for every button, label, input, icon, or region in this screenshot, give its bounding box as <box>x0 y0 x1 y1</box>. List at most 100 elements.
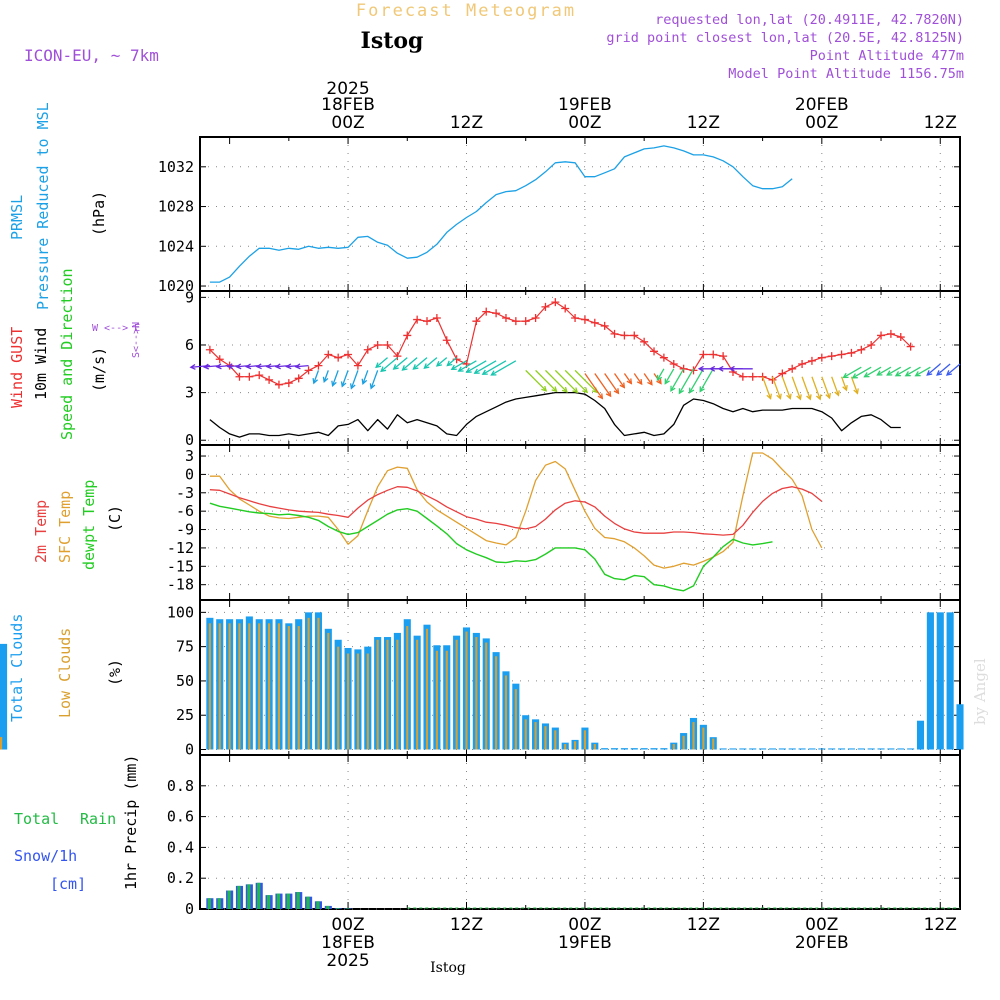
panel-frame <box>199 599 961 756</box>
low-cloud-bar <box>366 653 369 750</box>
wind-arrow-head <box>481 369 488 375</box>
wind-arrow-head <box>446 360 453 367</box>
bottom-time-label: 00Z <box>568 915 601 935</box>
wind-arrow-head <box>274 363 281 370</box>
wind-direction-arrow <box>850 376 859 394</box>
wind-direction-arrow <box>689 368 704 393</box>
wind-direction-arrow <box>350 370 359 389</box>
t2m-line <box>209 486 823 536</box>
gust-marker <box>383 340 392 349</box>
gust-marker <box>630 331 639 340</box>
total-cloud-bar <box>798 748 806 750</box>
rain-bar <box>227 890 231 909</box>
low-cloud-bar <box>307 617 310 750</box>
wind-direction-arrow <box>574 369 598 393</box>
temp-unit-label: (C) <box>106 505 124 532</box>
wind-arrow-head <box>796 394 802 401</box>
cloud-labels: Total Clouds Low Clouds (%) <box>8 614 124 722</box>
wind-arrow-head <box>605 391 612 398</box>
wind-arrow-head <box>619 382 626 389</box>
gust-marker <box>877 331 886 340</box>
wind-arrow-head <box>294 363 301 370</box>
total-cloud-bar <box>768 748 777 750</box>
wind-arrow-head <box>806 394 812 401</box>
total-cloud-bar <box>808 748 816 750</box>
wind-arrow-head <box>626 378 633 385</box>
wind-arrow-head <box>375 362 382 369</box>
gust-marker <box>235 372 244 381</box>
y-tick-label: 0.2 <box>167 869 194 887</box>
pressure-labels: PRMSL Pressure Reduced to MSL (hPa) <box>8 102 108 310</box>
low-cloud-bar <box>554 730 557 750</box>
wind-direction-arrow <box>402 357 418 371</box>
wind-direction-arrow <box>791 376 802 400</box>
gust-marker <box>837 350 846 359</box>
gust-marker <box>363 345 372 354</box>
gust-marker <box>571 313 580 322</box>
y-tick-label: 0.6 <box>167 808 194 826</box>
wind-direction-arrow <box>451 360 467 370</box>
wind-arrow-head <box>551 386 558 393</box>
y-tick-label: -3 <box>176 484 194 502</box>
total-cloud-bar <box>640 748 648 750</box>
gust-line <box>209 301 912 386</box>
wind-direction-arrow <box>831 376 840 396</box>
low-cloud-bar <box>485 642 488 750</box>
gust-marker <box>650 347 659 356</box>
wind-direction-arrow <box>323 370 329 382</box>
total-cloud-bar <box>857 748 865 750</box>
gust-marker <box>788 364 797 373</box>
model-label: ICON-EU, ~ 7km <box>24 46 159 65</box>
y-tick-label: -15 <box>167 557 194 575</box>
wind-direction-arrow <box>656 368 665 381</box>
y-tick-label: 0 <box>185 431 194 449</box>
low-cloud-bar <box>672 744 675 750</box>
rain-bar <box>336 908 340 909</box>
rain-bar <box>296 892 300 909</box>
wind-arrow-head <box>851 373 858 379</box>
top-date-label: 18FEB <box>321 95 375 115</box>
wind-direction-arrow <box>946 363 961 376</box>
wind-speed-line <box>209 391 901 438</box>
gust-marker <box>600 321 609 330</box>
wind-arrow-head <box>842 372 849 379</box>
wind-arrow-head <box>926 370 933 376</box>
wind-arrow-head <box>853 388 859 395</box>
wind-direction-arrow <box>423 357 438 369</box>
top-year-label: 2025 <box>326 79 369 99</box>
y-tick-label: 3 <box>185 384 194 402</box>
pressure-panel: 1020 1024 1028 1032 <box>158 136 961 295</box>
wind-direction-arrow <box>482 360 507 375</box>
gust-marker <box>867 340 876 349</box>
wind-arrow-head <box>285 363 292 370</box>
bottom-date-label: 19FEB <box>558 933 612 953</box>
total-cloud-bar <box>916 720 925 750</box>
total-cloud-bar <box>877 748 885 750</box>
wind-arrow-head <box>361 378 368 385</box>
wind-direction-arrow <box>604 373 619 394</box>
gust-marker <box>274 380 283 389</box>
low-cloud-bar <box>514 689 517 750</box>
wind-direction-arrow <box>614 373 625 388</box>
low-cloud-bar <box>386 639 389 750</box>
wind-arrow-head <box>582 387 589 394</box>
requested-coords: requested lon,lat (20.4911E, 42.7820N) <box>655 12 964 28</box>
total-cloud-bar <box>887 748 895 750</box>
wind-arrow-head <box>245 363 252 370</box>
total-cloud-bar <box>847 748 855 750</box>
gust-marker <box>423 317 432 326</box>
wind-direction-arrow <box>295 364 309 368</box>
wind-direction-arrow <box>544 369 568 393</box>
rain-bar <box>257 882 261 909</box>
y-tick-label: 75 <box>176 638 194 656</box>
wind-direction-arrow <box>370 370 379 389</box>
total-cloud-bar <box>838 748 846 750</box>
gust-marker <box>738 372 747 381</box>
top-date-label: 19FEB <box>558 95 612 115</box>
wind-arrow-head <box>876 370 883 376</box>
wind10m-label: 10m Wind <box>32 328 50 400</box>
speed-dir-label: Speed and Direction <box>58 268 76 440</box>
gust-marker <box>265 375 274 384</box>
rain-bar <box>316 901 320 909</box>
wind-direction-arrow <box>678 368 695 394</box>
